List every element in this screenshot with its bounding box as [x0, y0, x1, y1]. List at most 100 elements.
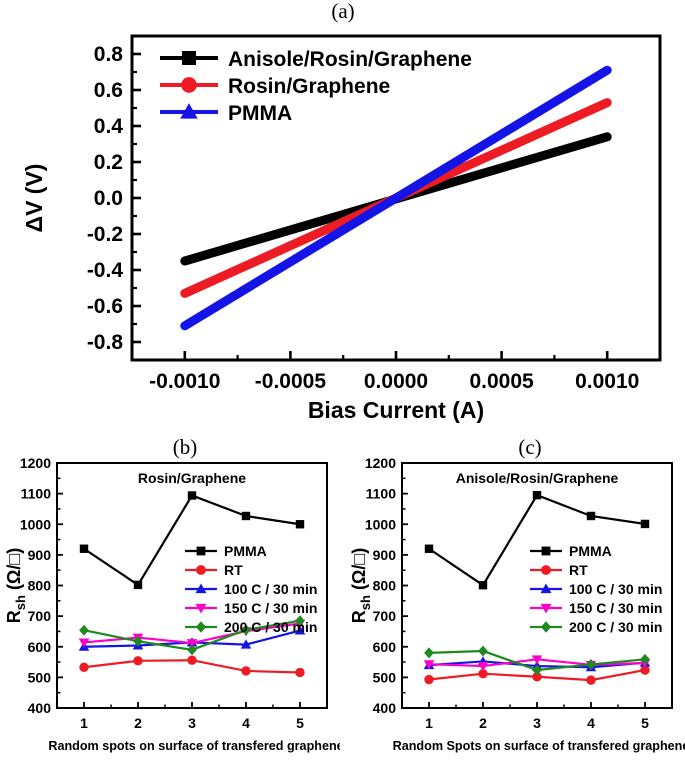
y-axis-label-text-panel-c: Rsh (Ω/□) [349, 548, 373, 623]
legend-label-panel-c-1: RT [569, 562, 588, 578]
data-point-0-2 [532, 490, 542, 500]
data-point-3-0 [423, 660, 435, 670]
legend-marker-panel-c-1 [541, 565, 551, 575]
data-point-0-4 [640, 519, 650, 529]
data-point-1-2 [187, 655, 197, 665]
x-tick-label-panel-b: 5 [296, 715, 304, 731]
y-tick-label-a: -0.2 [87, 223, 123, 246]
data-point-1-4 [640, 665, 650, 675]
y-tick-label-a: 0.0 [94, 187, 123, 210]
series-panel-b-0 [79, 491, 305, 590]
y-axis-label-panel-c: Rsh (Ω/□) [349, 548, 373, 623]
data-point-4-1 [133, 635, 143, 647]
y-tick-label-a: -0.6 [87, 295, 123, 318]
legend-marker-a-1 [181, 77, 197, 93]
data-point-0-1 [133, 580, 143, 590]
legend-panel-c: PMMA RT 100 C / 30 min 150 C / 30 min 200 C … [530, 543, 662, 635]
x-axis-label-a: Bias Current (A) [308, 397, 484, 423]
x-tick-label-a: -0.0005 [255, 370, 327, 393]
data-point-1-1 [133, 656, 143, 666]
panel-c-label: (c) [518, 435, 542, 459]
series-line-a [180, 65, 612, 331]
y-tick-label-panel-b: 800 [28, 578, 52, 594]
data-point-4-4 [295, 615, 305, 627]
data-point-4-4 [640, 653, 650, 665]
ticks-a: -0.8 -0.6 -0.4 -0.2 0.0 0.2 0.4 0.6 0.8 -0.0010 -0… [87, 43, 640, 393]
x-tick-label-a: -0.0010 [149, 370, 220, 393]
plot-annotation-panel-b: Rosin/Graphene [138, 470, 246, 486]
y-tick-label-a: -0.4 [87, 259, 124, 282]
legend-label-panel-b-4: 200 C / 30 min [224, 619, 317, 635]
y-tick-label-panel-b: 500 [28, 669, 52, 685]
data-point-0-3 [241, 511, 251, 521]
y-tick-label-panel-c: 400 [373, 700, 397, 716]
y-tick-label-panel-b: 700 [28, 608, 52, 624]
data-point-0-2 [187, 491, 197, 500]
data-point-4-2 [532, 664, 542, 676]
data-point-0-1 [478, 580, 488, 590]
data-point-0-3 [586, 511, 596, 521]
x-axis-label-panel-b: Random spots on surface of transfered gr… [48, 739, 340, 753]
data-point-3-2 [186, 639, 198, 649]
y-tick-label-a: -0.8 [87, 331, 124, 354]
legend-marker-panel-c-3 [540, 603, 552, 614]
x-tick-label-panel-c: 4 [587, 715, 595, 731]
x-tick-label-panel-c: 3 [533, 715, 541, 731]
data-point-4-0 [424, 647, 434, 659]
data-point-2-3 [240, 639, 252, 649]
legend-label-panel-b-2: 100 C / 30 min [224, 581, 317, 597]
y-tick-label-panel-c: 900 [373, 547, 397, 563]
panel-b-label: (b) [172, 435, 198, 459]
x-tick-label-panel-b: 3 [188, 715, 196, 731]
x-tick-label-panel-b: 2 [134, 715, 142, 731]
legend-marker-panel-c-0 [541, 546, 551, 556]
x-axis-label-panel-c: Random Spots on surface of transfered gr… [393, 739, 685, 753]
x-tick-label-a: 0.0005 [469, 370, 534, 393]
legend-label-a-0: Anisole/Rosin/Graphene [228, 48, 472, 71]
y-tick-label-a: 0.4 [94, 115, 124, 138]
y-tick-label-panel-b: 1000 [20, 516, 51, 532]
y-tick-label-panel-b: 900 [28, 547, 52, 563]
y-axis-label-text-panel-b: Rsh (Ω/□) [4, 548, 28, 623]
data-point-1-4 [295, 667, 305, 678]
data-point-3-1 [477, 662, 489, 672]
data-point-2-4 [294, 625, 306, 635]
data-point-1-3 [241, 666, 251, 676]
legend-label-panel-c-2: 100 C / 30 min [569, 581, 662, 597]
y-tick-label-a: 0.6 [94, 79, 123, 102]
legend-marker-a-0 [182, 51, 196, 65]
y-tick-label-panel-b: 600 [28, 639, 52, 655]
y-tick-label-panel-c: 800 [373, 578, 397, 594]
series-panel-c-1 [424, 665, 650, 685]
legend-marker-panel-b-1 [196, 565, 206, 575]
legend-label-a-2: PMMA [228, 102, 292, 125]
data-point-3-0 [78, 638, 90, 648]
panel-a-chart: -0.8 -0.6 -0.4 -0.2 0.0 0.2 0.4 0.6 0.8 -0.0010 -0… [0, 18, 685, 435]
y-tick-label-panel-c: 1000 [365, 516, 396, 532]
y-tick-label-panel-c: 600 [373, 639, 397, 655]
y-tick-label-panel-c: 1200 [365, 455, 396, 471]
panel-c-svg: 400 500 600 700 800 900 1000 1100 1200 1 2 3 4 5 Rando… [349, 455, 685, 753]
legend-panel-b: PMMA RT 100 C / 30 min 150 C / 30 min 200 C … [185, 543, 317, 635]
data-point-1-0 [79, 662, 89, 672]
plot-frame-panel-b [56, 462, 328, 709]
data-point-4-1 [478, 645, 488, 657]
data-point-4-2 [187, 644, 197, 656]
data-line-2 [180, 65, 612, 331]
data-point-4-3 [586, 659, 596, 670]
data-point-0-4 [295, 520, 305, 529]
panel-b-svg: 400 500 600 700 800 900 1000 1100 1200 1 2 3 4 5 Rando… [4, 455, 340, 753]
panel-a-svg: -0.8 -0.6 -0.4 -0.2 0.0 0.2 0.4 0.6 0.8 -0.0010 -0… [21, 34, 662, 423]
y-tick-label-a: 0.8 [94, 43, 124, 66]
series-panel-c-0 [424, 490, 650, 590]
y-tick-label-a: 0.2 [94, 151, 123, 174]
y-tick-label-panel-b: 400 [28, 700, 52, 716]
legend-label-panel-b-3: 150 C / 30 min [224, 600, 317, 616]
legend-marker-panel-b-0 [196, 546, 206, 556]
panel-a-label: (a) [331, 0, 355, 23]
data-point-0-0 [424, 544, 434, 553]
data-point-3-2 [531, 655, 543, 665]
y-tick-label-panel-c: 1100 [366, 486, 397, 502]
legend-marker-a-2 [180, 103, 198, 119]
